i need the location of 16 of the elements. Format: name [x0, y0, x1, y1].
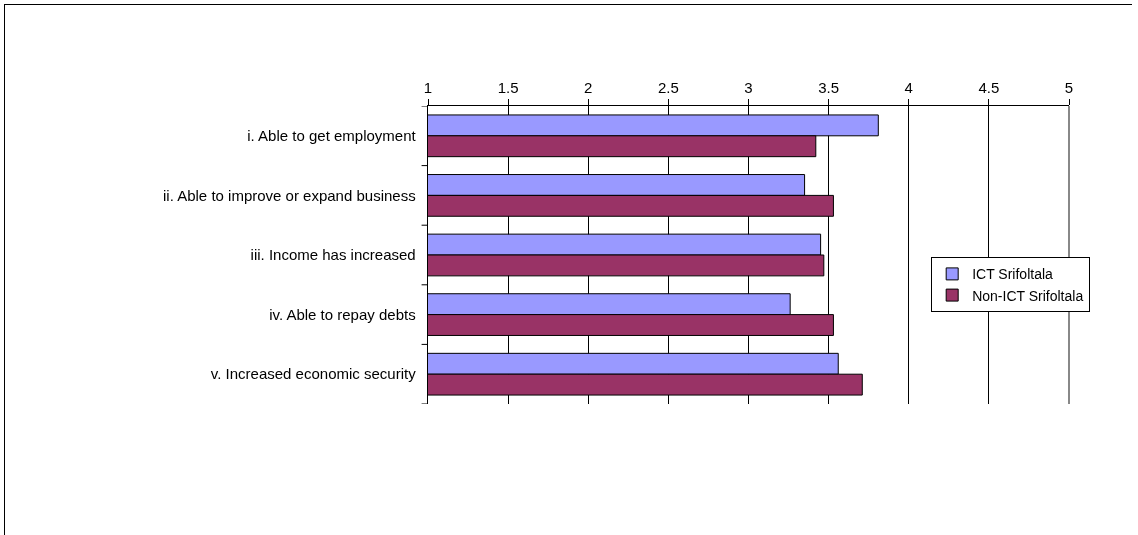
x-tick-label: 3: [744, 79, 753, 96]
x-tick-label: 4: [904, 79, 913, 96]
x-tick-label: 3.5: [818, 79, 840, 96]
y-tick-label: v. Increased economic security: [210, 365, 424, 383]
x-tick-label: 1.5: [497, 79, 519, 96]
x-tick-label: 5: [1064, 79, 1074, 96]
y-tick-label: ii. Able to improve or expand business: [163, 186, 424, 204]
y-tick-label: iii. Income has increased: [250, 246, 424, 264]
legend-label: ICT Srifoltala: [972, 266, 1054, 283]
x-tick-label: 2.5: [657, 79, 679, 96]
x-tick-label: 2: [584, 79, 593, 96]
y-tick-label: iv. Able to repay debts: [269, 305, 424, 323]
x-tick-label: 4.5: [978, 79, 1000, 96]
x-tick-label: 1: [423, 79, 433, 96]
y-tick-label: i. Able to get employment: [247, 127, 424, 145]
legend-label: Non-ICT Srifoltala: [972, 287, 1084, 304]
